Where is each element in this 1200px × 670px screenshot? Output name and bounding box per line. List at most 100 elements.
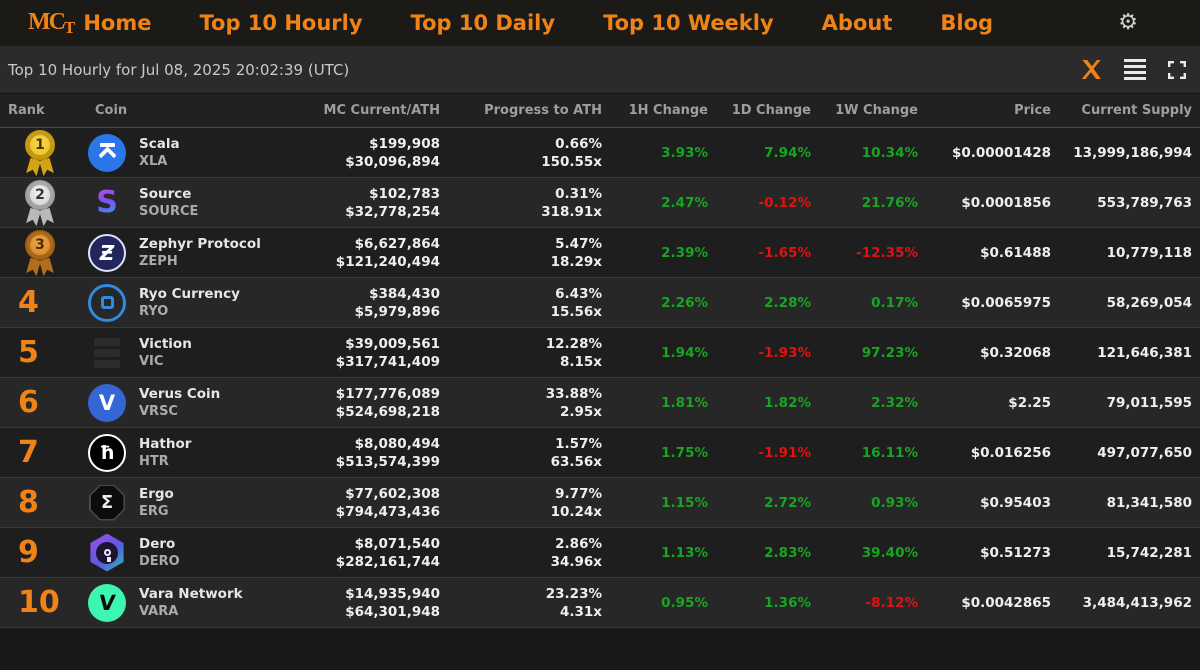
coin-name: Viction	[139, 335, 192, 352]
change-1d: -1.93%	[758, 344, 811, 361]
nav-item-top10-hourly[interactable]: Top 10 Hourly	[199, 11, 363, 35]
change-1d: 2.28%	[764, 294, 811, 311]
table-row[interactable]: 2 S Source SOURCE $102,783 $32,778,254 0.…	[0, 178, 1200, 228]
list-view-icon[interactable]	[1124, 59, 1146, 80]
rank-number: 10	[18, 585, 60, 620]
progress-cell: 12.28% 8.15x	[545, 335, 602, 370]
change-1d: -1.65%	[758, 244, 811, 261]
coin-ticker: ZEPH	[139, 253, 178, 269]
price-value: $0.0001856	[961, 194, 1051, 211]
coin-cell: V Vara Network VARA	[88, 578, 288, 627]
coin-name: Ryo Currency	[139, 285, 240, 302]
price-value: $0.00001428	[951, 144, 1051, 161]
coin-cell: S Source SOURCE	[88, 178, 288, 227]
dero-logo-icon	[90, 533, 124, 572]
table-row[interactable]: 10 V Vara Network VARA $14,935,940 $64,30…	[0, 578, 1200, 628]
price-value: $0.32068	[980, 344, 1051, 361]
table-row[interactable]: 7 ħ Hathor HTR $8,080,494 $513,574,399 1.…	[0, 428, 1200, 478]
price-value: $0.61488	[980, 244, 1051, 261]
change-1h: 2.47%	[661, 194, 708, 211]
table-row[interactable]: 3 Ƶ Zephyr Protocol ZEPH $6,627,864 $121,…	[0, 228, 1200, 278]
ryo-logo-icon	[88, 283, 126, 322]
change-1w: 21.76%	[861, 194, 918, 211]
medal-bronze-icon: 3	[23, 230, 57, 275]
coin-ticker: VIC	[139, 353, 164, 369]
change-1d: 2.83%	[764, 544, 811, 561]
rank-cell: 5	[8, 328, 88, 377]
coin-name: Vara Network	[139, 585, 243, 602]
supply-value: 13,999,186,994	[1073, 144, 1192, 161]
progress-cell: 33.88% 2.95x	[545, 385, 602, 420]
top-nav: MCT Home Top 10 Hourly Top 10 Daily Top …	[0, 0, 1200, 46]
coin-name: Hathor	[139, 435, 192, 452]
change-1w: -12.35%	[856, 244, 918, 261]
table-header: Rank Coin MC Current/ATH Progress to ATH…	[0, 94, 1200, 128]
coin-ticker: HTR	[139, 453, 169, 469]
rank-cell: 4	[8, 278, 88, 327]
rank-number: 9	[18, 535, 39, 570]
nav-item-top10-daily[interactable]: Top 10 Daily	[410, 11, 556, 35]
price-value: $2.25	[1008, 394, 1051, 411]
price-value: $0.016256	[970, 444, 1051, 461]
change-1w: 2.32%	[871, 394, 918, 411]
coin-cell: Viction VIC	[88, 328, 288, 377]
nav-item-about[interactable]: About	[821, 11, 893, 35]
table-row[interactable]: 1 Scala XLA $199,908 $30,096,894 0.66% 150…	[0, 128, 1200, 178]
viction-logo-icon	[88, 334, 126, 372]
table-row[interactable]: 5 Viction VIC $39,009,561 $317,741,409 12…	[0, 328, 1200, 378]
col-1d-change: 1D Change	[731, 103, 811, 118]
coin-name: Ergo	[139, 485, 174, 502]
rank-cell: 10	[8, 578, 88, 627]
rank-number: 8	[18, 485, 39, 520]
change-1w: 39.40%	[861, 544, 918, 561]
price-value: $0.51273	[980, 544, 1051, 561]
change-1d: 1.36%	[764, 594, 811, 611]
rank-cell: 7	[8, 428, 88, 477]
marketcap-cell: $384,430 $5,979,896	[354, 285, 440, 320]
nav-item-top10-weekly[interactable]: Top 10 Weekly	[603, 11, 774, 35]
marketcap-cell: $8,071,540 $282,161,744	[335, 535, 440, 570]
progress-cell: 1.57% 63.56x	[550, 435, 602, 470]
medal-silver-icon: 2	[23, 180, 57, 225]
progress-cell: 9.77% 10.24x	[550, 485, 602, 520]
page-title: Top 10 Hourly for Jul 08, 2025 20:02:39 …	[8, 60, 350, 79]
gear-icon[interactable]: ⚙	[1118, 10, 1138, 35]
marketcap-cell: $177,776,089 $524,698,218	[335, 385, 440, 420]
col-price: Price	[1014, 103, 1051, 118]
coin-ticker: VRSC	[139, 403, 178, 419]
x-twitter-icon[interactable]	[1081, 59, 1102, 80]
rank-cell: 2	[8, 178, 88, 227]
table-row[interactable]: 6 V Verus Coin VRSC $177,776,089 $524,698…	[0, 378, 1200, 428]
price-value: $0.0042865	[961, 594, 1051, 611]
table-row[interactable]: 4 Ryo Currency RYO $384,430 $5,979,896 6.…	[0, 278, 1200, 328]
table-row[interactable]: 9 Dero DERO $8,071,540 $282,161,744 2.86%…	[0, 528, 1200, 578]
nav-item-home[interactable]: Home	[83, 11, 152, 35]
coin-cell: Ƶ Zephyr Protocol ZEPH	[88, 228, 288, 277]
col-1h-change: 1H Change	[628, 103, 708, 118]
hathor-logo-icon: ħ	[88, 433, 126, 472]
site-logo[interactable]: MCT	[28, 8, 75, 37]
progress-cell: 5.47% 18.29x	[550, 235, 602, 270]
change-1h: 1.94%	[661, 344, 708, 361]
change-1h: 1.75%	[661, 444, 708, 461]
coin-ticker: VARA	[139, 603, 179, 619]
coin-cell: Σ Ergo ERG	[88, 478, 288, 527]
vara-logo-icon: V	[88, 583, 126, 622]
coin-ticker: ERG	[139, 503, 169, 519]
change-1h: 2.26%	[661, 294, 708, 311]
col-rank: Rank	[8, 103, 45, 118]
progress-cell: 2.86% 34.96x	[550, 535, 602, 570]
progress-cell: 0.66% 150.55x	[541, 135, 602, 170]
progress-cell: 23.23% 4.31x	[545, 585, 602, 620]
marketcap-cell: $199,908 $30,096,894	[345, 135, 440, 170]
fullscreen-icon[interactable]	[1168, 60, 1186, 79]
table-row[interactable]: 8 Σ Ergo ERG $77,602,308 $794,473,436 9.7…	[0, 478, 1200, 528]
supply-value: 10,779,118	[1106, 244, 1192, 261]
change-1w: 10.34%	[861, 144, 918, 161]
rank-cell: 8	[8, 478, 88, 527]
nav-item-blog[interactable]: Blog	[940, 11, 994, 35]
progress-cell: 6.43% 15.56x	[550, 285, 602, 320]
col-supply: Current Supply	[1081, 103, 1192, 118]
source-logo-icon: S	[96, 185, 118, 220]
supply-value: 3,484,413,962	[1082, 594, 1192, 611]
